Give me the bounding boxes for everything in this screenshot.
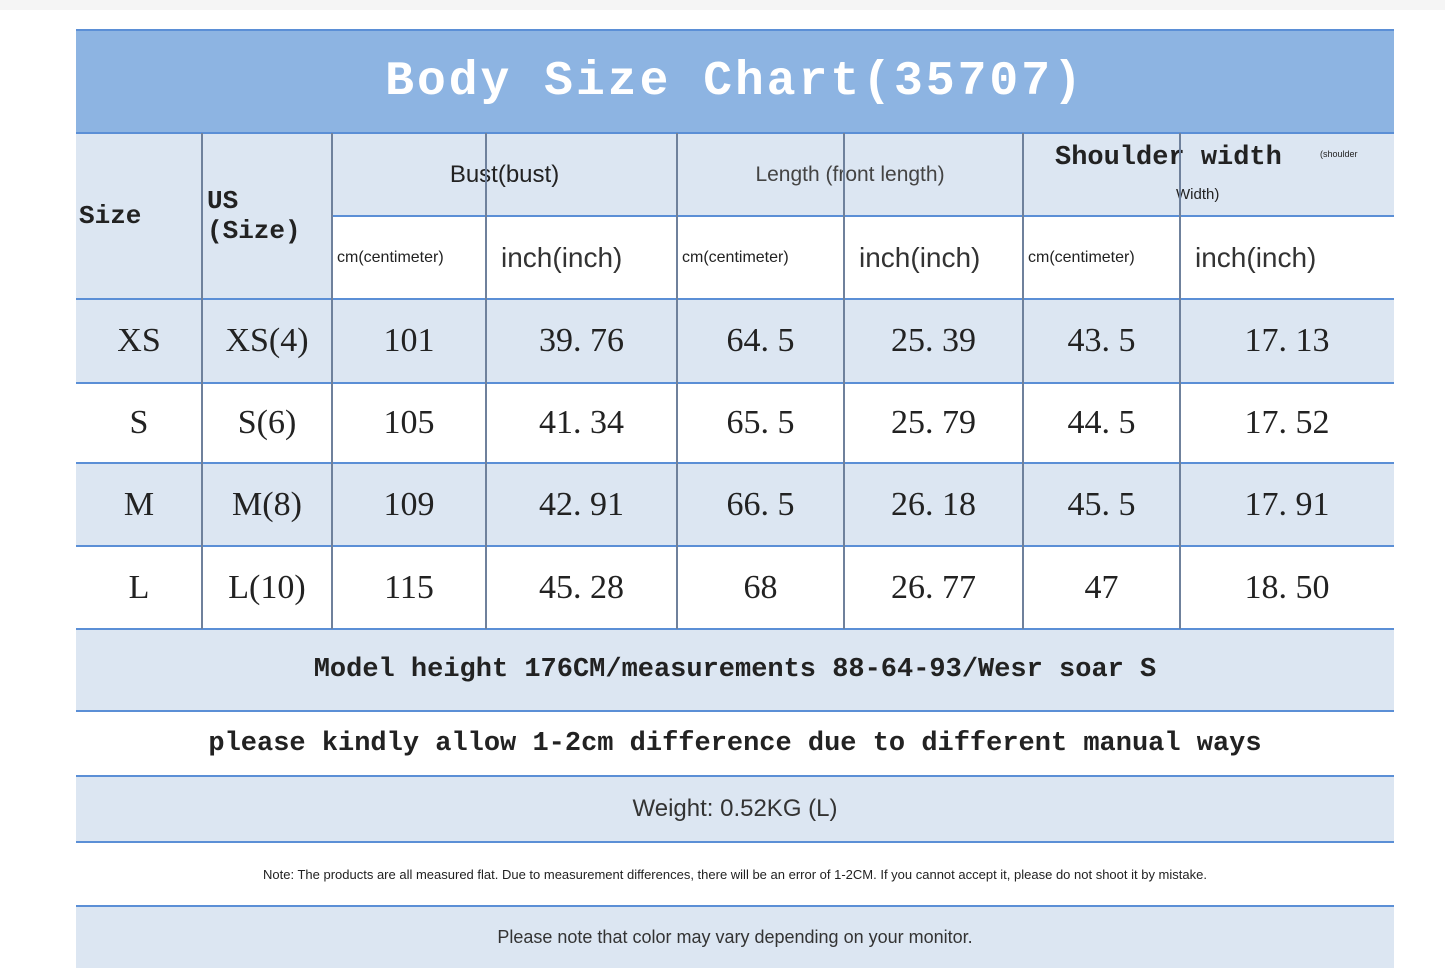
h-line <box>332 215 1394 217</box>
v-line <box>201 133 203 629</box>
v-line <box>676 133 678 629</box>
h-line <box>76 298 1394 300</box>
data-cell: 64. 5 <box>677 299 844 383</box>
note: Model height 176CM/measurements 88-64-93… <box>76 629 1394 711</box>
note: Weight: 0.52KG (L) <box>76 776 1394 842</box>
header-us: US (Size) <box>202 133 332 299</box>
sub-header: cm(centimeter) <box>677 216 844 299</box>
data-cell: 101 <box>332 299 486 383</box>
h-line <box>76 905 1394 907</box>
sub-header: inch(inch) <box>486 216 677 299</box>
data-cell: 45. 5 <box>1023 463 1180 546</box>
sub-header: cm(centimeter) <box>1023 216 1180 299</box>
v-line <box>1179 133 1181 629</box>
data-cell: M(8) <box>202 463 332 546</box>
data-cell: 18. 50 <box>1180 546 1394 629</box>
note: Please note that color may vary dependin… <box>76 906 1394 968</box>
data-cell: 41. 34 <box>486 383 677 463</box>
data-cell: 45. 28 <box>486 546 677 629</box>
data-cell: 17. 52 <box>1180 383 1394 463</box>
data-cell: 44. 5 <box>1023 383 1180 463</box>
data-cell: L <box>76 546 202 629</box>
h-line <box>76 545 1394 547</box>
data-cell: S <box>76 383 202 463</box>
chart-title: Body Size Chart(35707) <box>76 30 1394 133</box>
h-line <box>76 132 1394 134</box>
data-cell: 68 <box>677 546 844 629</box>
data-cell: 109 <box>332 463 486 546</box>
sub-header: cm(centimeter) <box>332 216 486 299</box>
data-cell: 26. 18 <box>844 463 1023 546</box>
data-cell: 26. 77 <box>844 546 1023 629</box>
note: please kindly allow 1-2cm difference due… <box>76 711 1394 776</box>
data-cell: 65. 5 <box>677 383 844 463</box>
data-cell: 17. 13 <box>1180 299 1394 383</box>
group-header: Length (front length) <box>677 133 1023 216</box>
group-header: Bust(bust) <box>332 133 677 216</box>
sub-header: inch(inch) <box>844 216 1023 299</box>
shoulder-note2: Width) <box>1176 186 1220 203</box>
v-line <box>1022 133 1024 629</box>
v-line <box>843 133 845 629</box>
h-line <box>76 382 1394 384</box>
h-line <box>76 29 1394 31</box>
data-cell: 115 <box>332 546 486 629</box>
data-cell: 66. 5 <box>677 463 844 546</box>
h-line <box>76 628 1394 630</box>
h-line <box>76 841 1394 843</box>
v-line <box>485 133 487 629</box>
data-cell: 25. 39 <box>844 299 1023 383</box>
top-strip <box>0 0 1445 10</box>
data-cell: L(10) <box>202 546 332 629</box>
v-line <box>331 133 333 629</box>
data-cell: 43. 5 <box>1023 299 1180 383</box>
h-line <box>76 775 1394 777</box>
data-cell: 105 <box>332 383 486 463</box>
data-cell: XS(4) <box>202 299 332 383</box>
data-cell: 25. 79 <box>844 383 1023 463</box>
shoulder-title: Shoulder width <box>1055 143 1282 173</box>
data-cell: 47 <box>1023 546 1180 629</box>
header-size: Size <box>76 133 202 299</box>
h-line <box>76 462 1394 464</box>
data-cell: 42. 91 <box>486 463 677 546</box>
data-cell: 39. 76 <box>486 299 677 383</box>
h-line <box>76 710 1394 712</box>
data-cell: 17. 91 <box>1180 463 1394 546</box>
data-cell: S(6) <box>202 383 332 463</box>
shoulder-note: (shoulder <box>1320 149 1358 159</box>
data-cell: XS <box>76 299 202 383</box>
data-cell: M <box>76 463 202 546</box>
group-header: Shoulder width (shoulder Width) <box>1023 133 1394 216</box>
note: Note: The products are all measured flat… <box>76 842 1394 906</box>
sub-header: inch(inch) <box>1180 216 1394 299</box>
